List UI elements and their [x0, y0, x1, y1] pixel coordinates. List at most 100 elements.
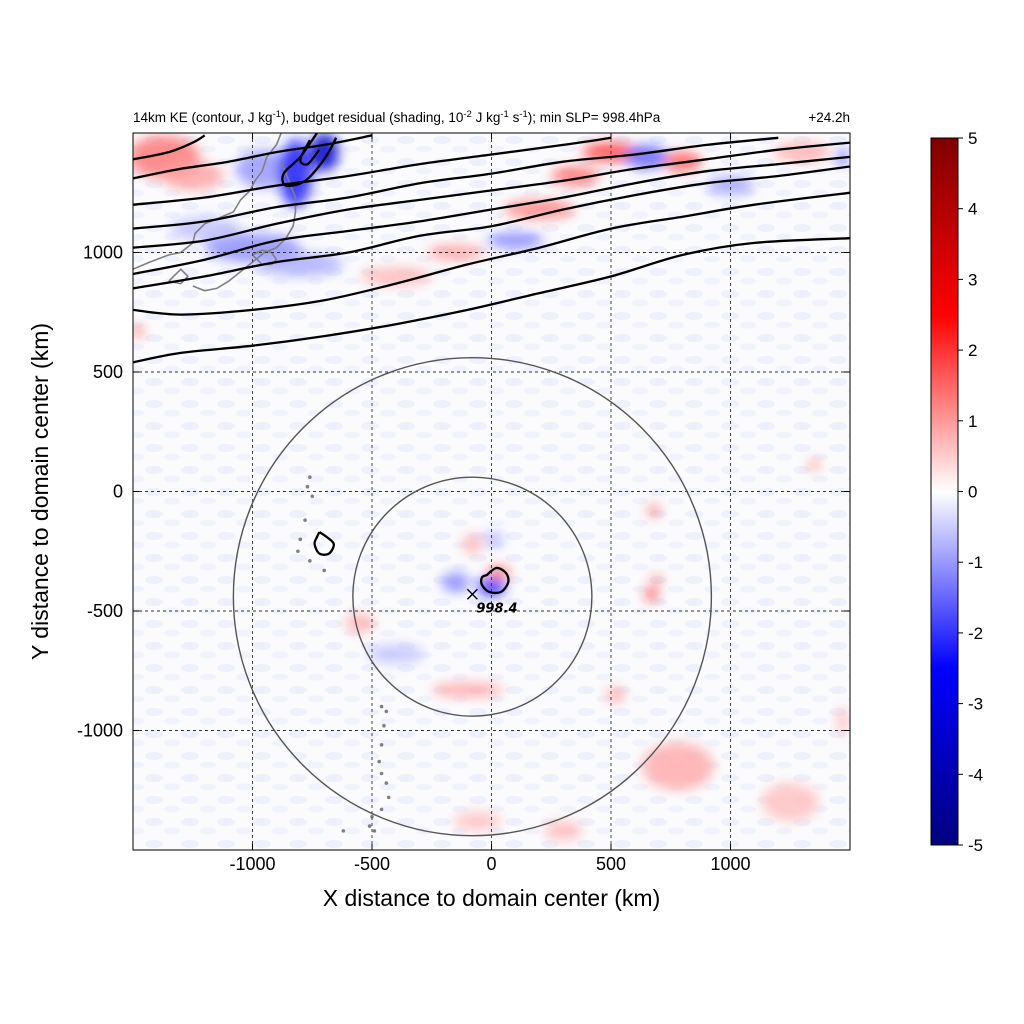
- colorbar-tick-label: -3: [968, 695, 983, 714]
- title-part: J kg: [472, 110, 501, 125]
- coastline: [168, 268, 189, 285]
- shading-feature: [642, 742, 714, 791]
- min-slp-marker: [466, 588, 478, 600]
- title-part: s: [509, 110, 520, 125]
- min-slp-label: 998.4: [476, 601, 517, 616]
- colorbar-tick-label: 3: [968, 270, 977, 289]
- island-dot: [308, 559, 312, 563]
- island-dot: [384, 781, 389, 785]
- ke-contour: [313, 531, 335, 556]
- title-part: -2: [463, 109, 471, 120]
- island-dot: [370, 814, 374, 819]
- colorbar-tick-label: 5: [968, 129, 977, 148]
- island-dot: [372, 829, 377, 833]
- shading-feature: [462, 534, 482, 554]
- colorbar-tick-label: -2: [968, 624, 983, 643]
- shading-feature: [431, 682, 504, 698]
- ke-contour: [133, 237, 850, 364]
- range-circle: [352, 476, 593, 717]
- island-dot: [341, 829, 346, 833]
- shading-feature: [544, 821, 583, 841]
- ke-contours: [133, 133, 850, 595]
- coastline-layer: [133, 133, 391, 833]
- colorbar-tick-label: 1: [968, 412, 977, 431]
- island-dot: [322, 568, 327, 573]
- colorbar-tick-label: 2: [968, 341, 977, 360]
- y-axis-ticks: -1000 -500 0 500 1000: [77, 243, 850, 741]
- colorbar-tick-label: 4: [968, 200, 977, 219]
- shading-feature: [168, 216, 241, 241]
- y-tick-label: -500: [87, 601, 123, 621]
- colorbar-gradient: [930, 137, 959, 846]
- title-part: 14km KE (contour, J kg: [133, 110, 273, 125]
- shading-feature: [278, 140, 313, 208]
- y-tick-label: 0: [113, 482, 123, 502]
- island-dot: [384, 709, 389, 714]
- ke-contour: [133, 165, 850, 290]
- x-axis-label: X distance to domain center (km): [323, 885, 660, 911]
- shading-feature: [367, 644, 425, 664]
- forecast-hour-label: +24.2h: [808, 110, 850, 125]
- x-tick-label: 1000: [710, 854, 750, 874]
- x-axis-ticks: -1000 -500 0 500 1000: [229, 133, 751, 874]
- shading-feature: [773, 142, 831, 162]
- island-dot: [310, 494, 315, 499]
- chart-title: 14km KE (contour, J kg-1), budget residu…: [133, 109, 661, 125]
- y-tick-label: -1000: [77, 721, 123, 741]
- shading-feature: [838, 706, 847, 736]
- shading-feature: [453, 811, 502, 831]
- shading-feature: [345, 613, 375, 633]
- ke-contour: [133, 155, 850, 276]
- ke-contour: [133, 191, 850, 316]
- ke-contour: [133, 141, 850, 249]
- title-part: -1: [273, 109, 281, 120]
- coastline: [192, 161, 297, 292]
- island-dot: [382, 723, 386, 728]
- colorbar: 5 4 3 2 1 0 -1 -2 -3 -4 -5: [930, 129, 983, 855]
- title-part: -1: [500, 109, 508, 120]
- shading-feature: [426, 245, 485, 260]
- shading-feature: [133, 326, 143, 337]
- x-tick-label: 500: [596, 854, 626, 874]
- island-dot: [367, 824, 372, 828]
- shading-feature: [651, 575, 662, 585]
- island-dot: [296, 549, 300, 554]
- colorbar-tick-label: -5: [968, 836, 983, 855]
- ke-contour: [299, 139, 321, 166]
- island-dot: [379, 771, 384, 776]
- title-part: ), budget residual (shading, 10: [281, 110, 463, 125]
- coastline: [133, 133, 282, 270]
- island-dot: [303, 518, 307, 522]
- shading-feature: [761, 783, 819, 822]
- ke-contour: [133, 136, 612, 206]
- shading-feature: [645, 588, 658, 601]
- y-tick-label: 500: [93, 362, 123, 382]
- island-dot: [308, 475, 312, 479]
- colorbar-tick-label: -1: [968, 553, 983, 572]
- shading-feature: [257, 252, 344, 277]
- ke-contour: [133, 134, 206, 161]
- shading-feature: [484, 532, 504, 547]
- shading-feature: [648, 505, 660, 516]
- shading-feature: [235, 149, 294, 188]
- shading-feature: [606, 687, 626, 702]
- x-tick-label: -1000: [229, 854, 275, 874]
- colorbar-tick-label: 0: [968, 483, 977, 502]
- shading-feature: [360, 266, 432, 286]
- ke-contour: [480, 566, 510, 595]
- island-dot: [298, 537, 303, 542]
- ke-contour: [133, 134, 373, 180]
- range-circles: [232, 356, 713, 837]
- island-dot: [377, 759, 381, 764]
- island-dot: [386, 795, 391, 800]
- shading-feature: [486, 233, 545, 248]
- shading-feature: [441, 572, 470, 592]
- shading-feature: [809, 460, 819, 470]
- island-dot: [379, 743, 384, 747]
- ke-contour: [133, 136, 779, 230]
- plot-area: 998.4: [132, 132, 851, 851]
- x-tick-label: -500: [354, 854, 390, 874]
- island-dot: [379, 807, 384, 812]
- island-dot: [305, 484, 310, 489]
